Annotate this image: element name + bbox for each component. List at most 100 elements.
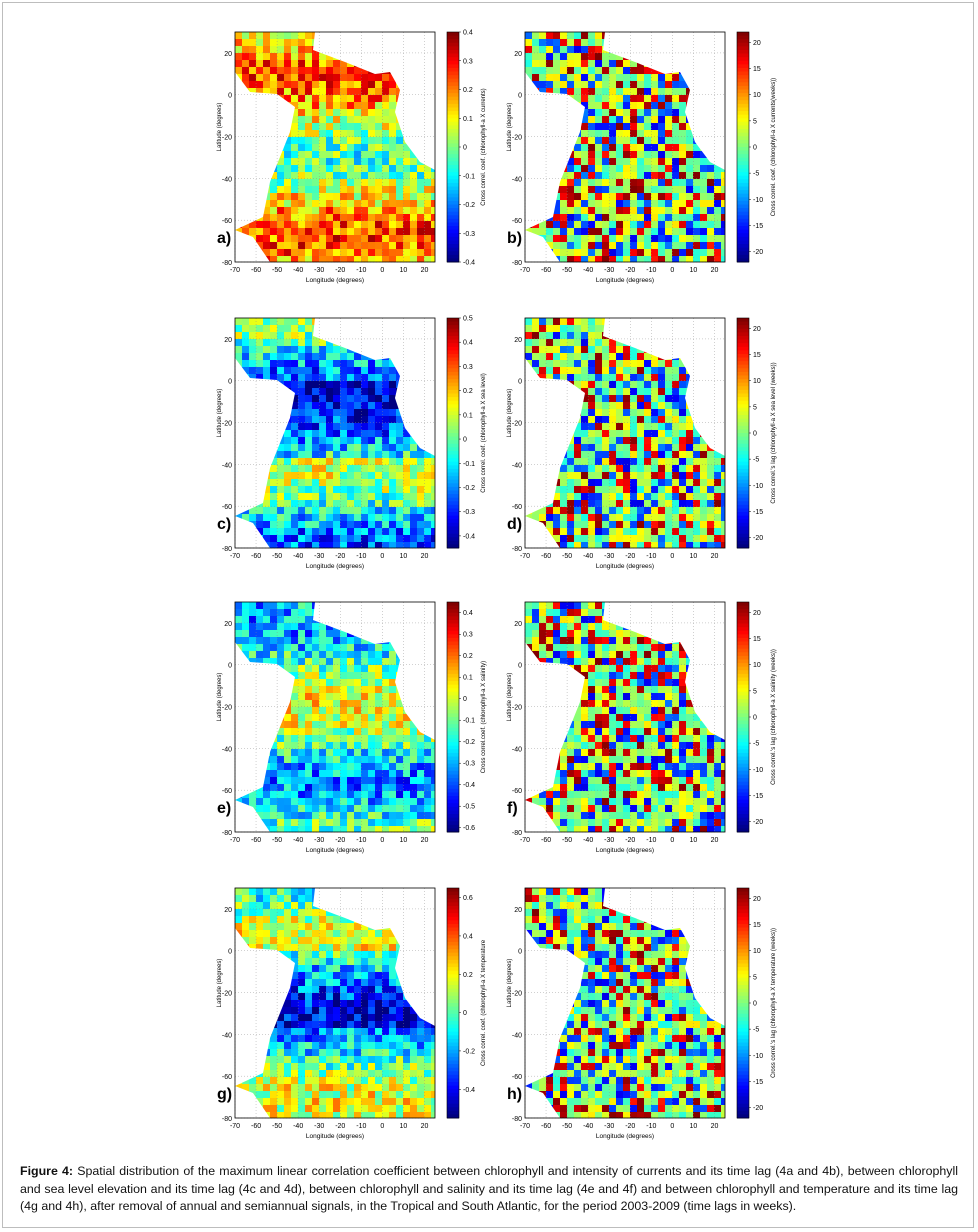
- y-tick-label: 20: [514, 51, 522, 58]
- colorbar: 0.4 0.3 0.2 0.1 0 -0.1 -0.2 -0.3 -0.4 Cross corre…: [446, 30, 487, 267]
- x-tick-label: 0: [670, 553, 674, 560]
- y-tick-label: -60: [512, 1074, 522, 1081]
- colorbar-tick-label: 10: [753, 378, 761, 385]
- x-axis-label: Longitude (degrees): [306, 847, 364, 854]
- y-tick-label: 0: [518, 379, 522, 386]
- y-tick-label: -80: [222, 546, 232, 553]
- map-panel-g: -70 -60 -50 -40 -30 -20 -10 0 10 20 20 0 -20 -40 -60 -8…: [215, 887, 487, 1148]
- y-tick-label: -80: [512, 546, 522, 553]
- colorbar-tick-label: -20: [753, 1105, 763, 1112]
- colorbar-tick-label: -0.1: [463, 173, 475, 180]
- x-tick-label: -50: [562, 553, 572, 560]
- y-axis-label: Latitude (degrees): [217, 389, 223, 438]
- map-svg: -70 -60 -50 -40 -30 -20 -10 0 10 20200-20-40-60-8…: [507, 31, 777, 284]
- x-tick-label: 10: [690, 267, 698, 274]
- x-tick-label: -10: [646, 837, 656, 844]
- colorbar-tick-label: 0.1: [463, 675, 473, 682]
- colorbar-label: Cross correl. coef. (chlorophyll-a X cur…: [771, 78, 777, 216]
- colorbar-label: Cross correl. coef. (chlorophyll-a X cur…: [481, 88, 487, 205]
- colorbar-tick-label: 20: [753, 610, 761, 617]
- colorbar-tick-label: 0: [753, 145, 757, 152]
- colorbar: 20 15 10 5 0 -5 -10 -15 -20 Cross correl.'s lag (…: [736, 601, 777, 833]
- x-tick-label: 10: [690, 837, 698, 844]
- y-tick-label: -60: [222, 504, 232, 511]
- map-svg: -70 -60 -50 -40 -30 -20 -10 0 10 20200-20-40-60-8…: [217, 887, 487, 1140]
- x-tick-label: -70: [230, 553, 240, 560]
- panel-label: e): [217, 800, 232, 817]
- y-tick-label: -60: [512, 504, 522, 511]
- x-axis-label: Longitude (degrees): [596, 847, 654, 854]
- map-svg: -70 -60 -50 -40 -30 -20 -10 0 10 20200-20-40-60-8…: [507, 317, 777, 570]
- y-axis-label: Latitude (degrees): [507, 673, 513, 722]
- x-tick-label: -50: [272, 1123, 282, 1130]
- colorbar-tick-label: -0.4: [463, 260, 475, 267]
- colorbar-tick-label: -15: [753, 223, 763, 230]
- x-tick-label: 10: [400, 553, 408, 560]
- x-tick-label: -60: [251, 267, 261, 274]
- x-tick-label: -40: [293, 837, 303, 844]
- x-tick-label: -60: [541, 837, 551, 844]
- x-tick-label: -30: [604, 267, 614, 274]
- colorbar-tick-label: 20: [753, 326, 761, 333]
- x-axis-label: Longitude (degrees): [596, 563, 654, 570]
- colorbar-tick-label: -0.2: [463, 485, 475, 492]
- colorbar-tick-label: 15: [753, 352, 761, 359]
- colorbar-tick-label: -0.4: [463, 1087, 475, 1094]
- colorbar-tick-label: 0.2: [463, 87, 473, 94]
- y-tick-label: -80: [222, 260, 232, 267]
- y-tick-label: -20: [222, 421, 232, 428]
- colorbar-tick-label: 0: [463, 145, 467, 152]
- x-tick-label: -10: [356, 1123, 366, 1130]
- map-svg: -70 -60 -50 -40 -30 -20 -10 0 10 20200-20-40-60-8…: [217, 30, 487, 285]
- x-tick-label: 20: [711, 1123, 719, 1130]
- colorbar-tick-label: -0.2: [463, 202, 475, 209]
- x-tick-label: -30: [604, 837, 614, 844]
- colorbar-tick-label: 15: [753, 636, 761, 643]
- colorbar-tick-label: -0.6: [463, 825, 475, 832]
- colorbar-tick-label: 5: [753, 688, 757, 695]
- x-axis-label: Longitude (degrees): [596, 277, 654, 284]
- y-tick-label: -80: [512, 830, 522, 837]
- x-tick-label: 20: [711, 553, 719, 560]
- x-tick-label: -10: [356, 553, 366, 560]
- y-tick-label: 0: [518, 93, 522, 100]
- map-svg: -70 -60 -50 -40 -30 -20 -10 0 10 20200-20-40-60-8…: [507, 887, 777, 1140]
- colorbar-tick-label: 0.2: [463, 653, 473, 660]
- map-svg: -70 -60 -50 -40 -30 -20 -10 0 10 20200-20-40-60-8…: [217, 601, 487, 854]
- colorbar-tick-label: 5: [753, 404, 757, 411]
- y-tick-label: -80: [222, 830, 232, 837]
- y-axis-label: Latitude (degrees): [507, 103, 513, 152]
- y-tick-label: 0: [228, 379, 232, 386]
- x-tick-label: 10: [400, 837, 408, 844]
- colorbar-tick-label: -15: [753, 509, 763, 516]
- x-tick-label: -20: [625, 837, 635, 844]
- x-tick-label: -20: [335, 553, 345, 560]
- colorbar-tick-label: -0.3: [463, 509, 475, 516]
- colorbar-tick-label: 0.4: [463, 610, 473, 617]
- panel-label: a): [217, 230, 232, 247]
- colorbar-tick-label: 0: [463, 437, 467, 444]
- colorbar-tick-label: 5: [753, 974, 757, 981]
- x-tick-label: -50: [562, 267, 572, 274]
- colorbar-tick-label: 20: [753, 40, 761, 47]
- x-tick-label: -60: [251, 553, 261, 560]
- colorbar-tick-label: 20: [753, 896, 761, 903]
- map-svg: -70 -60 -50 -40 -30 -20 -10 0 10 20200-20-40-60-8…: [507, 601, 777, 854]
- x-tick-label: -40: [293, 267, 303, 274]
- x-tick-label: -10: [356, 837, 366, 844]
- x-tick-label: 20: [421, 267, 429, 274]
- x-tick-label: 10: [690, 553, 698, 560]
- x-tick-label: 0: [380, 553, 384, 560]
- x-tick-label: -50: [562, 837, 572, 844]
- y-tick-label: 0: [228, 949, 232, 956]
- y-axis-label: Latitude (degrees): [217, 103, 223, 152]
- colorbar-tick-label: 0.2: [463, 972, 473, 979]
- colorbar-tick-label: -5: [753, 741, 759, 748]
- colorbar-tick-label: -0.5: [463, 804, 475, 811]
- colorbar-label: Cross correl.'s lag (chlorophyll-a X tem…: [771, 928, 777, 1078]
- colorbar-tick-label: -10: [753, 767, 763, 774]
- colorbar-tick-label: 10: [753, 662, 761, 669]
- y-tick-label: -80: [512, 1116, 522, 1123]
- panel-label: f): [507, 800, 518, 817]
- y-tick-label: -20: [512, 135, 522, 142]
